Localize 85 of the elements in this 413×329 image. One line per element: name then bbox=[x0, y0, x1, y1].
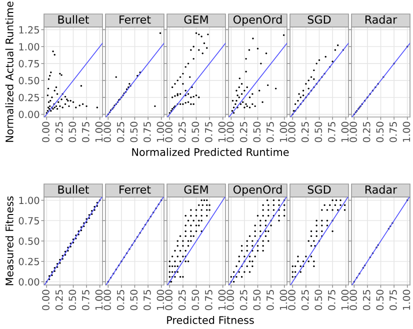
y-tick-label: 0.75 bbox=[18, 60, 39, 68]
x-tick-label: 0.75 bbox=[144, 290, 151, 310]
y-tick-label: 0.25 bbox=[18, 258, 39, 266]
chart-title: Bullet bbox=[58, 15, 89, 24]
y-tick-label: 0.25 bbox=[18, 94, 39, 102]
y-tick-label: 1.00 bbox=[19, 43, 40, 50]
x-tick-label: 0.50 bbox=[314, 290, 322, 310]
x-tick-label: 1.00 bbox=[341, 290, 349, 310]
x-tick-label: 0.50 bbox=[314, 122, 322, 142]
chart-title: OpenOrd bbox=[233, 185, 282, 196]
y-tick-label: 1.25 bbox=[19, 26, 39, 34]
chart-title: SGD bbox=[308, 185, 331, 194]
x-tick-label: 1.00 bbox=[341, 122, 349, 142]
x-tick-label: 1.00 bbox=[280, 122, 288, 142]
x-tick-label: 0.00 bbox=[350, 122, 357, 142]
y-tick-label: 0.00 bbox=[18, 278, 40, 286]
x-tick-label: 1.00 bbox=[218, 122, 226, 142]
x-tick-label: 0.00 bbox=[104, 290, 111, 310]
x-tick-label: 0.50 bbox=[253, 290, 261, 310]
x-tick-label: 1.00 bbox=[156, 290, 164, 310]
chart-title: GEM bbox=[184, 15, 208, 24]
x-tick-label: 0.25 bbox=[240, 290, 248, 310]
chart-title: Ferret bbox=[120, 15, 151, 24]
x-tick-label: 0.25 bbox=[240, 122, 248, 142]
x-tick-label: 0.25 bbox=[178, 122, 186, 142]
y-tick-label: 0.50 bbox=[18, 237, 40, 245]
x-tick-label: 0.00 bbox=[226, 122, 234, 142]
x-tick-label: 0.50 bbox=[192, 290, 200, 310]
x-tick-label: 0.50 bbox=[130, 122, 138, 142]
x-tick-label: 0.75 bbox=[390, 290, 397, 310]
x-tick-label: 0.25 bbox=[116, 290, 124, 310]
x-tick-label: 0.50 bbox=[253, 122, 261, 142]
x-tick-label: 1.00 bbox=[280, 290, 288, 310]
y-tick-label: 1.00 bbox=[19, 196, 40, 204]
x-tick-label: 0.50 bbox=[68, 290, 76, 310]
chart-title: OpenOrd bbox=[233, 15, 282, 26]
x-tick-label: 0.75 bbox=[328, 290, 336, 310]
y-tick-label: 0.75 bbox=[18, 217, 39, 224]
x-tick-label: 1.00 bbox=[95, 290, 103, 310]
x-tick-label: 0.75 bbox=[82, 290, 90, 310]
x-tick-label: 0.75 bbox=[390, 122, 397, 142]
x-tick-label: 0.25 bbox=[362, 122, 370, 142]
x-tick-label: 0.75 bbox=[144, 122, 151, 142]
x-tick-label: 0.75 bbox=[205, 122, 212, 142]
x-tick-label: 0.00 bbox=[350, 290, 357, 310]
x-tick-label: 0.00 bbox=[165, 290, 172, 310]
chart-title: Radar bbox=[365, 15, 398, 24]
x-tick-label: 0.50 bbox=[130, 290, 138, 310]
x-tick-label: 0.75 bbox=[205, 290, 212, 310]
chart-title: Radar bbox=[365, 185, 398, 194]
x-axis-title: Predicted Fitness bbox=[167, 316, 254, 324]
x-tick-label: 0.00 bbox=[226, 290, 234, 310]
x-tick-label: 0.25 bbox=[116, 122, 124, 142]
x-tick-label: 1.00 bbox=[402, 290, 410, 310]
x-tick-label: 0.25 bbox=[178, 290, 186, 310]
y-tick-label: 0.50 bbox=[18, 76, 40, 84]
chart-title: Bullet bbox=[58, 185, 89, 194]
x-tick-label: 1.00 bbox=[156, 122, 164, 142]
x-tick-label: 0.00 bbox=[288, 122, 296, 142]
x-tick-label: 0.25 bbox=[55, 290, 63, 310]
y-axis-title: Normalized Actual Runtime bbox=[5, 2, 14, 142]
x-tick-label: 0.50 bbox=[376, 122, 384, 142]
x-tick-label: 0.00 bbox=[288, 290, 296, 310]
chart-title: SGD bbox=[308, 15, 331, 24]
x-tick-label: 0.50 bbox=[192, 122, 200, 142]
x-tick-label: 0.25 bbox=[301, 122, 309, 142]
x-axis-title: Normalized Predicted Runtime bbox=[132, 148, 289, 156]
x-tick-label: 0.50 bbox=[376, 290, 384, 310]
chart-title: GEM bbox=[184, 185, 208, 194]
x-tick-label: 0.25 bbox=[362, 290, 370, 310]
x-tick-label: 1.00 bbox=[218, 290, 226, 310]
x-tick-label: 1.00 bbox=[95, 122, 103, 142]
x-tick-label: 0.75 bbox=[266, 290, 274, 310]
y-axis-title: Measured Fitness bbox=[5, 196, 14, 286]
x-tick-label: 0.25 bbox=[301, 290, 309, 310]
x-tick-label: 0.00 bbox=[165, 122, 172, 142]
x-tick-label: 1.00 bbox=[402, 122, 410, 142]
x-tick-label: 0.75 bbox=[266, 122, 274, 142]
y-tick-label: 0.00 bbox=[18, 110, 40, 118]
x-tick-label: 0.75 bbox=[82, 122, 90, 142]
x-tick-label: 0.25 bbox=[55, 122, 63, 142]
x-tick-label: 0.50 bbox=[68, 122, 76, 142]
chart-title: Ferret bbox=[120, 185, 151, 194]
x-tick-label: 0.75 bbox=[328, 122, 336, 142]
x-tick-label: 0.00 bbox=[104, 122, 111, 142]
